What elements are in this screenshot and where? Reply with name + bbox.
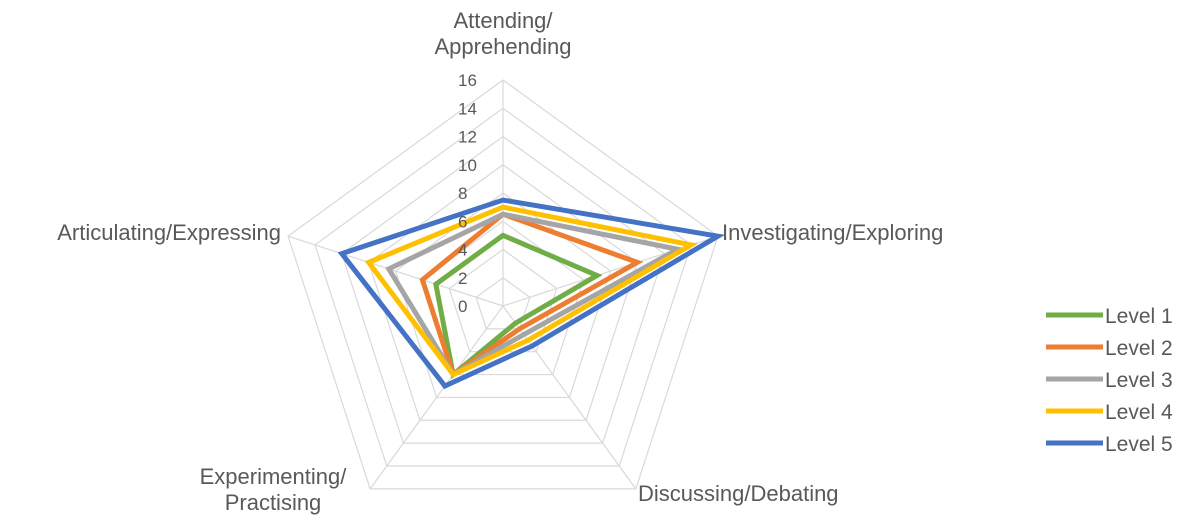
tick-label: 16 bbox=[458, 71, 477, 90]
series-line-level-5 bbox=[337, 197, 726, 390]
legend-label: Level 5 bbox=[1105, 433, 1173, 456]
grid-spoke bbox=[287, 235, 504, 307]
axis-label: Investigating/Exploring bbox=[722, 220, 943, 245]
tick-label: 6 bbox=[458, 212, 467, 231]
axis-label: Discussing/Debating bbox=[638, 481, 839, 506]
tick-label: 4 bbox=[458, 241, 467, 260]
tick-label: 10 bbox=[458, 156, 477, 175]
radial-tick-labels: 0 2 4 6 8 10 12 14 16 bbox=[458, 71, 477, 316]
legend-label: Level 1 bbox=[1105, 305, 1173, 328]
axis-label: Apprehending bbox=[434, 34, 571, 59]
tick-label: 12 bbox=[458, 128, 477, 147]
series-line-level-4 bbox=[364, 204, 699, 378]
series-line-level-3 bbox=[385, 211, 685, 378]
series-line-level-2 bbox=[419, 211, 644, 379]
radar-grid bbox=[287, 79, 719, 490]
legend: Level 1 Level 2 Level 3 Level 4 Level 5 bbox=[1046, 305, 1173, 456]
tick-label: 14 bbox=[458, 99, 477, 118]
legend-label: Level 4 bbox=[1105, 401, 1173, 424]
grid-spoke bbox=[369, 305, 504, 490]
tick-label: 8 bbox=[458, 184, 467, 203]
radar-series bbox=[337, 197, 726, 390]
axis-label: Practising bbox=[225, 490, 322, 515]
series-line-level-1 bbox=[433, 232, 603, 380]
legend-label: Level 2 bbox=[1105, 337, 1173, 360]
axis-label: Articulating/Expressing bbox=[57, 220, 281, 245]
legend-label: Level 3 bbox=[1105, 369, 1173, 392]
tick-label: 0 bbox=[458, 297, 467, 316]
grid-ring bbox=[475, 277, 531, 330]
grid-ring bbox=[314, 107, 692, 467]
grid-ring bbox=[287, 79, 719, 490]
grid-ring bbox=[367, 164, 639, 421]
axis-label: Experimenting/ bbox=[200, 464, 348, 489]
tick-label: 2 bbox=[458, 269, 467, 288]
axis-labels: Attending/Apprehending Investigating/Expl… bbox=[57, 8, 943, 515]
axis-label: Attending/ bbox=[453, 8, 553, 33]
